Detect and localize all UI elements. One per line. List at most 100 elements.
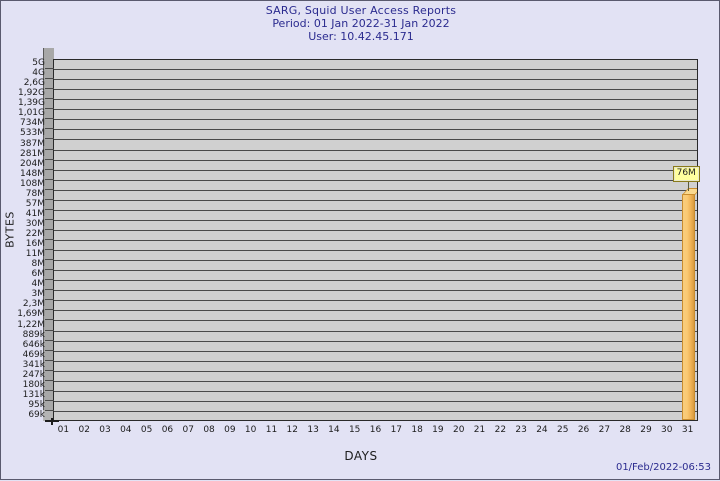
y-axis-tick-label: 247k	[22, 370, 45, 380]
y-axis-tick-mark	[45, 199, 54, 200]
x-axis-tick-label: 21	[473, 425, 486, 435]
y-axis-tick-label: 1,39G	[17, 98, 45, 108]
y-axis-tick-label: 1,69M	[17, 309, 45, 319]
y-axis-tick-mark	[45, 229, 54, 230]
y-axis-tick-mark	[45, 68, 54, 69]
y-axis-tick-mark	[45, 118, 54, 119]
bar-value-callout: 76M	[672, 166, 700, 182]
x-axis-tick-label: 01	[57, 425, 70, 435]
gridline	[54, 119, 697, 120]
gridline	[54, 170, 697, 171]
gridline	[54, 89, 697, 90]
x-axis-tick-label: 13	[307, 425, 319, 435]
y-axis-tick-label: 11M	[25, 249, 45, 259]
y-axis-tick-mark	[45, 309, 54, 310]
y-axis-tick-label: 341k	[22, 360, 45, 370]
plot-area	[53, 59, 698, 421]
gridline	[54, 109, 697, 110]
y-axis-tick-mark	[45, 138, 54, 139]
chart-title-block: SARG, Squid User Access Reports Period: …	[1, 4, 720, 43]
y-axis-tick-mark	[45, 299, 54, 300]
y-axis-tick-label: 1,22M	[17, 320, 45, 330]
x-axis-tick-label: 10	[244, 425, 257, 435]
gridline	[54, 270, 697, 271]
y-axis-tick-label: 95k	[28, 400, 45, 410]
y-axis-tick-mark	[45, 380, 54, 381]
gridline	[54, 99, 697, 100]
gridline	[54, 320, 697, 321]
gridline	[54, 240, 697, 241]
y-axis-tick-marks	[1, 1, 54, 481]
y-axis-tick-label: 131k	[22, 390, 45, 400]
x-axis-tick-label: 29	[640, 425, 652, 435]
page-title: SARG, Squid User Access Reports	[265, 4, 457, 17]
x-axis-tick-label: 18	[411, 425, 423, 435]
gridline	[54, 331, 697, 332]
y-axis-tick-label: 22M	[25, 229, 45, 239]
report-user: User: 10.42.45.171	[308, 30, 414, 43]
x-axis-tick-label: 20	[452, 425, 465, 435]
y-axis-tick-label: 3M	[31, 289, 46, 299]
y-axis-tick-mark	[45, 149, 54, 150]
x-axis-tick-label: 09	[224, 425, 236, 435]
gridline	[54, 371, 697, 372]
x-axis-tick-label: 17	[390, 425, 403, 435]
gridline	[54, 260, 697, 261]
y-axis-tick-mark	[45, 410, 54, 411]
gridline	[54, 300, 697, 301]
gridline	[54, 401, 697, 402]
y-axis-tick-label: 5G	[32, 58, 45, 68]
x-axis-tick-label: 04	[120, 425, 132, 435]
origin-marker-horizontal	[45, 420, 59, 422]
y-axis-tick-label: 1,92G	[17, 88, 45, 98]
y-axis-tick-label: 469k	[22, 350, 45, 360]
x-axis-tick-label: 22	[494, 425, 507, 435]
y-axis-tick-labels: 5G 4G 2,6G 1,92G 1,39G 1,01G 734M 533M 387M 281M 2…	[1, 1, 45, 481]
y-axis-tick-label: 533M	[20, 128, 45, 138]
y-axis-tick-mark	[45, 350, 54, 351]
x-axis-tick-label: 30	[661, 425, 673, 435]
y-axis-tick-label: 8M	[31, 259, 46, 269]
x-axis-tick-label: 24	[536, 425, 548, 435]
gridline	[54, 180, 697, 181]
bar	[682, 188, 697, 420]
y-axis-tick-mark	[45, 78, 54, 79]
gridline	[54, 381, 697, 382]
gridline	[54, 290, 697, 291]
gridline	[54, 280, 697, 281]
y-axis-tick-mark	[45, 400, 54, 401]
y-axis-tick-label: 646k	[22, 340, 45, 350]
x-axis-tick-label: 31	[681, 425, 694, 435]
x-axis-tick-label: 08	[203, 425, 215, 435]
x-axis-tick-labels: 01 02 03 04 05 06 07 08 09 10 11 12 13 14 15 16 17 18 19 20…	[53, 425, 698, 439]
x-axis-tick-label: 07	[182, 425, 194, 435]
y-axis-tick-label: 204M	[20, 159, 45, 169]
y-axis-tick-mark	[45, 239, 54, 240]
gridline	[54, 150, 697, 151]
x-axis-tick-label: 02	[78, 425, 90, 435]
gridline	[54, 220, 697, 221]
gridline	[54, 391, 697, 392]
y-axis-tick-mark	[45, 269, 54, 270]
gridline	[54, 310, 697, 311]
y-axis-tick-label: 6M	[31, 269, 46, 279]
y-axis-tick-label: 148M	[20, 169, 45, 179]
y-axis-tick-label: 4M	[31, 279, 46, 289]
y-axis-tick-label: 41M	[25, 209, 45, 219]
x-axis-tick-label: 12	[286, 425, 298, 435]
gridline	[54, 160, 697, 161]
y-axis-tick-mark	[45, 330, 54, 331]
x-axis-tick-label: 03	[99, 425, 111, 435]
gridline	[54, 200, 697, 201]
y-axis-tick-label: 57M	[25, 199, 45, 209]
x-axis-title: DAYS	[344, 449, 378, 463]
gridline	[54, 190, 697, 191]
y-axis-tick-mark	[45, 289, 54, 290]
bar-front-face	[682, 194, 696, 420]
y-axis-tick-mark	[45, 189, 54, 190]
y-axis-tick-mark	[45, 360, 54, 361]
x-axis-tick-label: 19	[432, 425, 444, 435]
gridline	[54, 411, 697, 412]
y-axis-tick-label: 387M	[20, 139, 45, 149]
y-axis-tick-mark	[45, 179, 54, 180]
